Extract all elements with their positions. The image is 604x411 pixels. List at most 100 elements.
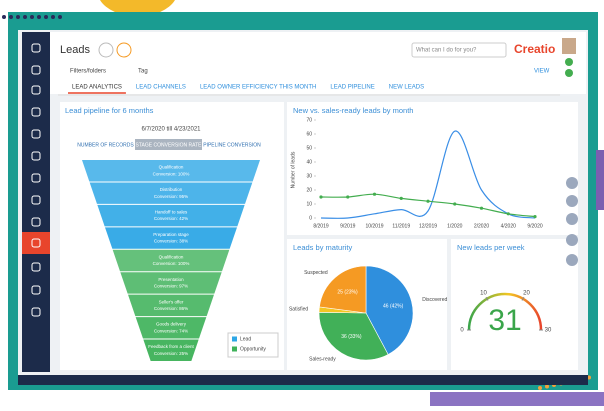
nav-icon[interactable] xyxy=(31,43,41,53)
widget xyxy=(287,102,578,235)
nav-icon[interactable] xyxy=(31,217,41,227)
help-icon[interactable] xyxy=(565,69,573,77)
stage-name: Seller's offer xyxy=(159,299,184,304)
y-tick-label: 20 xyxy=(306,187,312,193)
sidebar-active xyxy=(22,232,50,254)
gauge-arc xyxy=(467,292,543,331)
stage-name: Distribution xyxy=(160,187,183,192)
point xyxy=(533,215,537,219)
y-tick-label: 70 xyxy=(306,117,312,123)
gauge-value: 31 xyxy=(488,304,521,337)
legend-swatch xyxy=(232,336,237,342)
analytics-button[interactable] xyxy=(116,42,132,58)
list-view-button[interactable] xyxy=(98,42,114,58)
point xyxy=(319,195,323,199)
action-button[interactable] xyxy=(566,234,578,246)
y-axis-label: Number of leads xyxy=(290,151,296,188)
decor-dot xyxy=(30,15,34,19)
tab[interactable]: NEW LEADS xyxy=(389,85,424,91)
view-button[interactable]: VIEW xyxy=(534,69,550,75)
x-tick-label: 4/2020 xyxy=(501,223,517,229)
point xyxy=(399,196,403,200)
nav-icon[interactable] xyxy=(31,238,41,248)
gauge-tick-label: 30 xyxy=(545,328,552,334)
tab[interactable]: LEAD PIPELINE xyxy=(330,85,374,91)
nav-icon[interactable] xyxy=(31,173,41,183)
stage-name: Qualification xyxy=(159,165,184,170)
mode-button[interactable]: PIPELINE CONVERSION xyxy=(203,142,261,148)
tag-button[interactable]: Tag xyxy=(138,69,148,75)
decor-dot xyxy=(58,15,62,19)
funnel-stage xyxy=(135,317,207,339)
stage-conversion: Conversion: 100% xyxy=(153,171,190,176)
slice-label: 36 (33%) xyxy=(341,334,362,340)
stage-name: Preparation stage xyxy=(153,232,189,237)
action-button[interactable] xyxy=(566,213,578,225)
slice-label: 25 (23%) xyxy=(337,289,358,295)
nav-icon[interactable] xyxy=(31,195,41,205)
y-tick-label: 50 xyxy=(306,145,312,151)
tab[interactable]: LEAD CHANNELS xyxy=(136,85,186,91)
nav-icon[interactable] xyxy=(31,65,41,75)
mode-button-bg xyxy=(135,139,202,150)
y-tick-label: 30 xyxy=(306,173,312,179)
gauge-tick-label: 10 xyxy=(480,290,487,296)
stage-conversion: Conversion: 42% xyxy=(154,216,188,221)
action-button[interactable] xyxy=(566,177,578,189)
decor-dot xyxy=(538,386,542,390)
funnel-stage xyxy=(97,204,245,227)
settings-icon[interactable] xyxy=(565,58,573,66)
stage-conversion: Conversion: 25% xyxy=(154,351,188,356)
tab[interactable]: LEAD OWNER EFFICIENCY THIS MONTH xyxy=(200,85,316,91)
category-label: Suspected xyxy=(304,270,328,276)
floating-actions xyxy=(566,177,578,266)
mode-button[interactable]: NUMBER OF RECORDS xyxy=(77,142,134,148)
gauge-tick-label: 0 xyxy=(460,328,464,334)
mode-button[interactable]: STAGE CONVERSION RATE xyxy=(136,142,203,148)
nav-icon[interactable] xyxy=(31,262,41,272)
nav-icon[interactable] xyxy=(31,285,41,295)
x-tick-label: 10/2019 xyxy=(365,223,383,229)
legend-label: Opportunity xyxy=(240,346,266,352)
funnel-stage xyxy=(82,160,260,182)
stage-name: Feedback from a client xyxy=(148,344,194,349)
legend-box xyxy=(227,332,279,358)
decor xyxy=(430,392,604,406)
decor-dot xyxy=(545,384,549,389)
search-box[interactable] xyxy=(411,42,507,58)
stage-conversion: Conversion: 86% xyxy=(154,306,188,311)
widget-title: New vs. sales-ready leads by month xyxy=(293,106,413,115)
stage-conversion: Conversion: 74% xyxy=(154,328,188,333)
action-button[interactable] xyxy=(566,254,578,266)
decor xyxy=(18,375,588,385)
action-button[interactable] xyxy=(566,195,578,207)
y-tick-label: 0 xyxy=(309,215,312,221)
series-line xyxy=(320,130,536,219)
decor xyxy=(596,150,604,210)
category-label: Satisfied xyxy=(289,306,308,312)
decor-dot xyxy=(9,15,13,19)
funnel-stage xyxy=(105,227,237,249)
nav-icon[interactable] xyxy=(31,307,41,317)
avatar[interactable] xyxy=(562,38,576,54)
point xyxy=(346,195,350,199)
tab[interactable]: LEAD ANALYTICS xyxy=(72,85,122,91)
widget-title: New leads per week xyxy=(457,243,525,252)
y-tick-label: 40 xyxy=(306,159,312,165)
sidebar xyxy=(22,32,50,372)
x-tick-label: 9/2019 xyxy=(340,223,356,229)
x-tick-label: 2/2020 xyxy=(474,223,490,229)
gauge-tick xyxy=(521,296,525,301)
nav-icon[interactable] xyxy=(31,85,41,95)
nav-icon[interactable] xyxy=(31,151,41,161)
x-tick-label: 8/2019 xyxy=(313,223,329,229)
stage-name: Handoff to sales xyxy=(155,209,188,214)
decor-dot xyxy=(51,15,55,19)
stage-name: Goods delivery xyxy=(156,322,187,327)
nav-icon[interactable] xyxy=(31,129,41,139)
funnel-stage xyxy=(128,294,214,317)
nav-icon[interactable] xyxy=(31,107,41,117)
search-placeholder: What can I do for you? xyxy=(416,48,477,54)
filters-button[interactable]: Filters/folders xyxy=(70,69,106,75)
